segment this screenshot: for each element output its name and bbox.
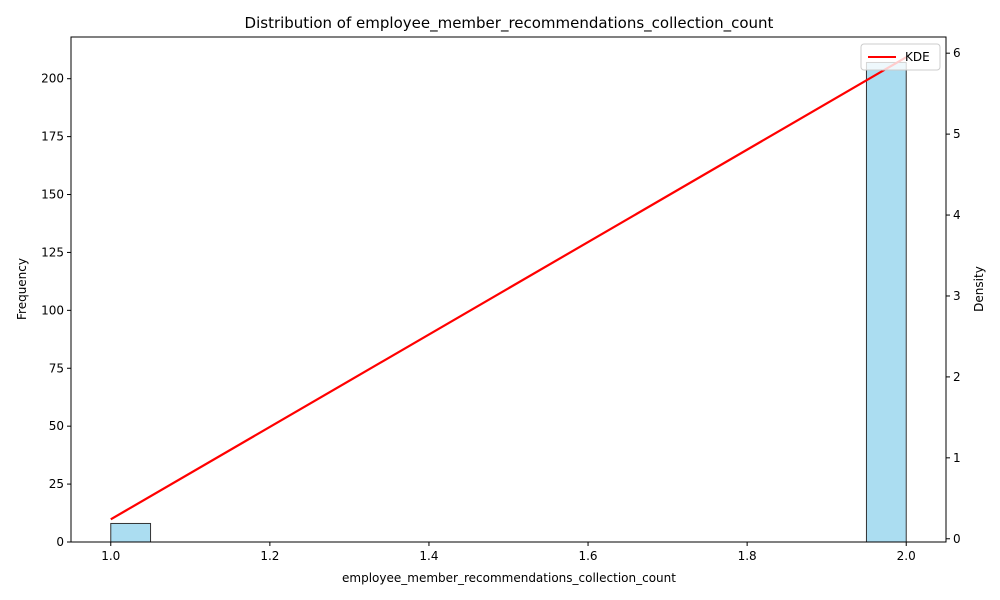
y2-tick-label: 3 — [953, 289, 961, 303]
x-tick-label: 1.0 — [101, 549, 120, 563]
y-tick-label: 50 — [49, 419, 64, 433]
x-tick-label: 2.0 — [897, 549, 916, 563]
y2-tick-label: 5 — [953, 127, 961, 141]
y-tick-label: 125 — [41, 245, 64, 259]
y2-tick-label: 4 — [953, 208, 961, 222]
y-tick-label: 100 — [41, 303, 64, 317]
legend: KDE — [860, 43, 941, 71]
histogram-bar — [110, 522, 152, 543]
x-axis-label: employee_member_recommendations_collecti… — [342, 571, 676, 585]
y-tick-label: 75 — [49, 361, 64, 375]
axes-frame — [70, 36, 947, 543]
y-axis-label: Frequency — [15, 258, 29, 320]
y-tick-label: 175 — [41, 130, 64, 144]
y-tick-label: 25 — [49, 477, 64, 491]
kde-line — [110, 56, 907, 521]
x-tick-label: 1.8 — [738, 549, 757, 563]
histogram-bar — [865, 61, 907, 543]
y-tick-label: 200 — [41, 72, 64, 86]
axes: 1.0 1.2 1.4 1.6 1.8 2.00255075100125150175200… — [41, 36, 961, 563]
y-tick-label: 150 — [41, 188, 64, 202]
x-tick-label: 1.2 — [260, 549, 279, 563]
y2-tick-label: 0 — [953, 532, 961, 546]
y-tick-label: 0 — [56, 535, 64, 549]
y2-axis-label: Density — [972, 266, 986, 312]
x-tick-label: 1.6 — [578, 549, 597, 563]
plot-area — [110, 56, 907, 543]
y2-tick-label: 6 — [953, 46, 961, 60]
chart-title: Distribution of employee_member_recommen… — [245, 14, 774, 33]
legend-box — [860, 43, 941, 71]
y2-tick-label: 2 — [953, 370, 961, 384]
x-tick-label: 1.4 — [419, 549, 438, 563]
legend-kde-label: KDE — [905, 50, 930, 64]
y2-tick-label: 1 — [953, 451, 961, 465]
